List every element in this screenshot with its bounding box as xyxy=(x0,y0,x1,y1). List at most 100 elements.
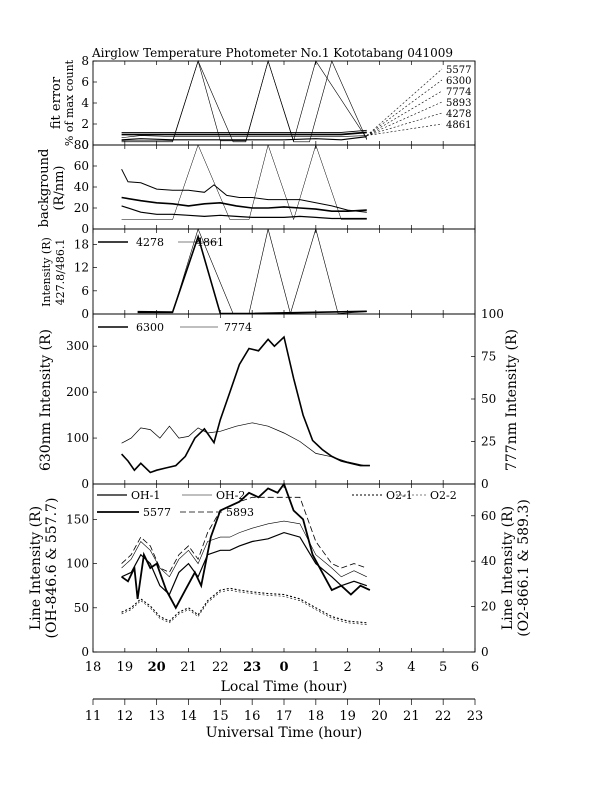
y-axis-subtitle: 427.8/486.1 xyxy=(54,239,67,306)
chart-title: Airglow Temperature Photometer No.1 Koto… xyxy=(91,46,453,60)
legend-label: OH-1 xyxy=(131,489,160,502)
intensity-series-4278 xyxy=(137,234,367,315)
line-series-5577 xyxy=(121,482,371,610)
y-tick-label: 100 xyxy=(66,557,89,571)
y-tick-label: 4 xyxy=(81,96,89,110)
y-axis-title-right: 777nm Intensity (R) xyxy=(504,329,520,471)
line-series-O2-1 xyxy=(121,587,367,624)
line-series-O2-2 xyxy=(121,589,367,625)
local-time-tick-label: 23 xyxy=(243,660,261,675)
y-axis-title: 630nm Intensity (R) xyxy=(38,329,54,471)
local-time-tick-label: 21 xyxy=(180,660,197,675)
y-axis-title: background xyxy=(37,149,52,228)
wavelength-label: 5577 xyxy=(446,65,471,76)
y-tick-label: 60 xyxy=(74,159,89,173)
local-time-tick-label: 2 xyxy=(344,660,352,675)
fit-error-series-7774 xyxy=(121,135,367,138)
legend-label: 4278 xyxy=(136,236,164,249)
y-axis-title: Intensity (R) xyxy=(40,237,53,307)
y-tick-label-right: 50 xyxy=(481,392,496,406)
y-axis-subtitle: % of max count xyxy=(63,59,76,146)
ut-tick-label: 11 xyxy=(85,709,102,724)
fit-error-series-5577 xyxy=(121,129,367,133)
ut-axis-label: Universal Time (hour) xyxy=(206,725,363,741)
local-time-tick-label: 22 xyxy=(212,660,229,675)
y-tick-label: 80 xyxy=(74,138,89,152)
intensity-series-4861 xyxy=(137,227,367,315)
wavelength-leader xyxy=(366,90,443,136)
legend-label: 6300 xyxy=(136,321,164,334)
wavelength-label: 4278 xyxy=(446,109,471,120)
series-7774 xyxy=(121,422,370,466)
local-time-tick-label: 6 xyxy=(471,660,479,675)
local-time-tick-label: 19 xyxy=(117,660,134,675)
y-axis-title-right: Line Intensity (R) xyxy=(500,506,516,630)
y-tick-label: 6 xyxy=(81,284,89,298)
legend-label: O2-1 xyxy=(386,489,413,502)
fit-error-series-4278 xyxy=(121,59,368,142)
ut-tick-label: 15 xyxy=(212,709,229,724)
ut-tick-label: 12 xyxy=(117,709,134,724)
y-axis-subtitle: (OH-846.6 & 557.7) xyxy=(44,498,60,639)
ut-tick-label: 23 xyxy=(467,709,484,724)
y-tick-label: 40 xyxy=(74,180,89,194)
y-tick-label-right: 100 xyxy=(481,307,504,321)
wavelength-leader xyxy=(366,112,443,136)
series-6300 xyxy=(121,335,370,474)
y-axis-title: fit error xyxy=(49,76,64,129)
ut-tick-label: 22 xyxy=(435,709,452,724)
wavelength-leader xyxy=(366,68,443,136)
y-tick-label: 0 xyxy=(81,477,89,491)
y-axis-title: Line Intensity (R) xyxy=(28,506,44,630)
local-time-tick-label: 5 xyxy=(439,660,447,675)
y-axis-subtitle: (R/nm) xyxy=(52,165,67,210)
y-tick-label: 0 xyxy=(81,138,89,152)
wavelength-label: 4861 xyxy=(446,120,471,131)
y-tick-label-right: 0 xyxy=(481,645,489,659)
ut-tick-label: 21 xyxy=(403,709,420,724)
fit-error-series-5893 xyxy=(121,136,367,141)
y-tick-label: 6 xyxy=(81,75,89,89)
background-series xyxy=(121,144,367,221)
chart-marks xyxy=(97,59,443,625)
y-tick-label: 300 xyxy=(66,339,89,353)
ut-tick-label: 17 xyxy=(276,709,293,724)
local-time-tick-label: 0 xyxy=(279,660,288,675)
legend-label: O2-2 xyxy=(430,489,457,502)
line-series-OH-2 xyxy=(121,520,367,578)
panel-frames xyxy=(92,60,476,705)
ut-tick-label: 20 xyxy=(371,709,388,724)
local-time-tick-label: 18 xyxy=(85,660,102,675)
background-series xyxy=(121,205,367,220)
legend-label: OH-2 xyxy=(216,489,245,502)
background-series xyxy=(121,168,367,213)
local-time-tick-label: 4 xyxy=(407,660,415,675)
local-time-axis-label: Local Time (hour) xyxy=(221,679,348,695)
fit-error-series-4861 xyxy=(121,59,368,143)
y-tick-label: 100 xyxy=(66,431,89,445)
y-tick-label: 12 xyxy=(74,261,89,275)
wavelength-label: 7774 xyxy=(446,87,471,98)
y-tick-label: 150 xyxy=(66,512,89,526)
line-series-OH-1 xyxy=(121,531,367,596)
y-tick-label: 0 xyxy=(81,222,89,236)
y-tick-label: 0 xyxy=(81,307,89,321)
line-series-5893 xyxy=(121,496,367,573)
ut-tick-label: 16 xyxy=(244,709,261,724)
y-tick-label-right: 20 xyxy=(481,600,496,614)
wavelength-label: 6300 xyxy=(446,76,471,87)
y-tick-label-right: 25 xyxy=(481,435,496,449)
ut-tick-label: 18 xyxy=(308,709,325,724)
local-time-tick-label: 3 xyxy=(375,660,383,675)
y-tick-label-right: 0 xyxy=(481,477,489,491)
wavelength-label: 5893 xyxy=(446,98,471,109)
ut-tick-label: 19 xyxy=(339,709,356,724)
ut-tick-label: 14 xyxy=(180,709,197,724)
y-tick-label-right: 60 xyxy=(481,509,496,523)
wavelength-leader xyxy=(366,79,443,136)
wavelength-leader xyxy=(366,123,443,136)
local-time-tick-label: 20 xyxy=(148,660,166,675)
ut-tick-label: 13 xyxy=(148,709,165,724)
